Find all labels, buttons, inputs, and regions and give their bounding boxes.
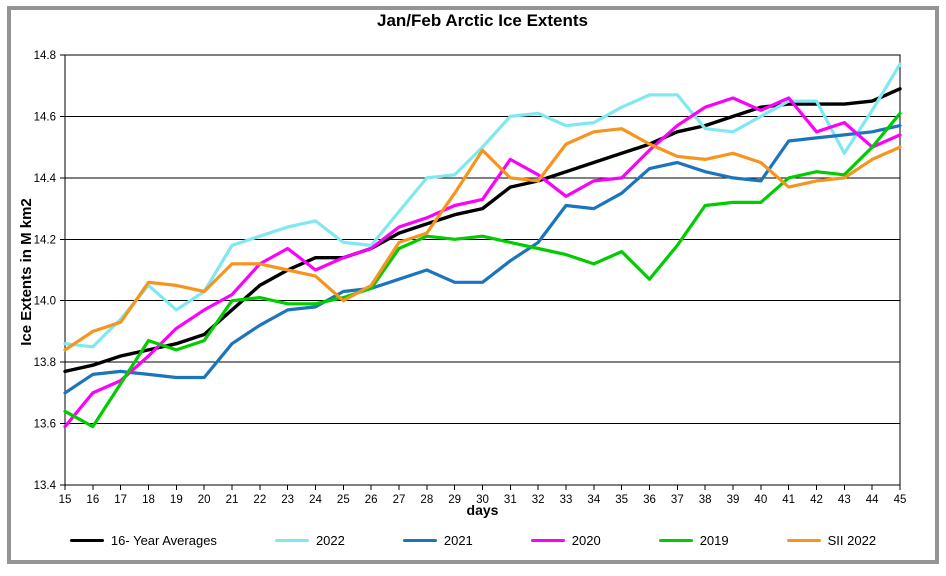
legend-swatch bbox=[69, 539, 104, 542]
legend-swatch bbox=[530, 539, 565, 542]
x-tick-label: 34 bbox=[587, 494, 600, 506]
legend-swatch bbox=[658, 539, 693, 542]
legend-label: SII 2022 bbox=[827, 533, 877, 548]
x-tick-label: 37 bbox=[671, 494, 684, 506]
y-tick-label: 14.4 bbox=[34, 173, 57, 185]
legend-label: 2022 bbox=[315, 533, 345, 548]
x-tick-label: 35 bbox=[615, 494, 628, 506]
legend-label: 2019 bbox=[699, 533, 729, 548]
x-tick-label: 42 bbox=[810, 494, 823, 506]
legend-swatch bbox=[274, 539, 309, 542]
x-tick-label: 44 bbox=[866, 494, 879, 506]
x-tick-label: 36 bbox=[643, 494, 656, 506]
legend-label: 16- Year Averages bbox=[110, 533, 217, 548]
x-tick-label: 32 bbox=[532, 494, 545, 506]
x-tick-label: 31 bbox=[504, 494, 517, 506]
x-axis-title: days bbox=[466, 502, 499, 518]
x-tick-label: 20 bbox=[198, 494, 211, 506]
legend-item-sii-2022: SII 2022 bbox=[786, 533, 877, 548]
legend-item-16--year-averages: 16- Year Averages bbox=[69, 533, 217, 548]
series-line-16--year-averages bbox=[63, 87, 902, 374]
y-tick-label: 14.2 bbox=[34, 234, 56, 246]
x-tick-label: 41 bbox=[782, 494, 795, 506]
y-tick-label: 14.6 bbox=[34, 111, 56, 123]
legend-swatch bbox=[402, 539, 437, 542]
x-tick-label: 38 bbox=[699, 494, 712, 506]
legend-swatch bbox=[786, 539, 821, 542]
legend-label: 2020 bbox=[571, 533, 601, 548]
x-tick-label: 28 bbox=[420, 494, 433, 506]
y-tick-label: 13.4 bbox=[34, 480, 57, 492]
plot-border bbox=[64, 54, 901, 486]
x-tick-label: 19 bbox=[170, 494, 183, 506]
legend-item-2019: 2019 bbox=[658, 533, 729, 548]
series-line-2021 bbox=[63, 123, 902, 395]
y-tick-label: 14.0 bbox=[34, 296, 56, 308]
x-tick-label: 23 bbox=[281, 494, 294, 506]
series-line-sii-2022 bbox=[63, 127, 902, 352]
x-tick-label: 43 bbox=[838, 494, 851, 506]
x-tick-label: 29 bbox=[448, 494, 461, 506]
x-tick-label: 39 bbox=[727, 494, 740, 506]
series-line-2020 bbox=[63, 96, 902, 429]
y-tick-label: 14.8 bbox=[34, 50, 56, 62]
x-tick-label: 40 bbox=[754, 494, 767, 506]
x-tick-label: 21 bbox=[226, 494, 239, 506]
x-tick-label: 27 bbox=[393, 494, 406, 506]
x-tick-label: 30 bbox=[476, 494, 489, 506]
legend-item-2021: 2021 bbox=[402, 533, 473, 548]
legend: 16- Year Averages 2022 2021 2020 2019 SII 202… bbox=[20, 533, 926, 548]
x-tick-label: 15 bbox=[59, 494, 72, 506]
series-line-2019 bbox=[63, 111, 902, 429]
legend-label: 2021 bbox=[443, 533, 473, 548]
x-tick-label: 45 bbox=[894, 494, 907, 506]
x-tick-label: 33 bbox=[560, 494, 573, 506]
legend-item-2022: 2022 bbox=[274, 533, 345, 548]
x-tick-label: 25 bbox=[337, 494, 350, 506]
y-tick-label: 13.6 bbox=[34, 419, 56, 431]
x-tick-label: 22 bbox=[253, 494, 266, 506]
y-tick-label: 13.8 bbox=[34, 357, 56, 369]
x-tick-label: 16 bbox=[86, 494, 99, 506]
legend-item-2020: 2020 bbox=[530, 533, 601, 548]
x-tick-label: 17 bbox=[114, 494, 127, 506]
chart-title: Jan/Feb Arctic Ice Extents bbox=[376, 11, 588, 30]
x-tick-label: 24 bbox=[309, 494, 322, 506]
x-tick-label: 26 bbox=[365, 494, 378, 506]
x-tick-label: 18 bbox=[142, 494, 155, 506]
